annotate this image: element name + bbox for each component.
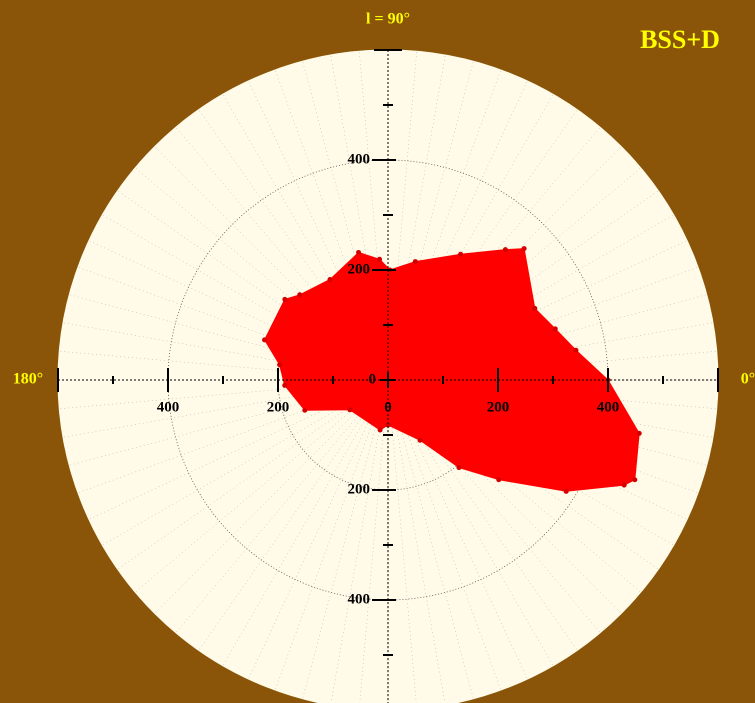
data-point: [302, 407, 308, 413]
radial-spoke: [330, 54, 389, 381]
data-point: [262, 337, 268, 343]
radial-spoke: [387, 379, 554, 666]
radial-spoke: [387, 379, 474, 699]
radial-spoke: [387, 61, 474, 381]
data-point: [458, 251, 464, 257]
angle-label: 180°: [13, 371, 43, 388]
data-point: [282, 382, 288, 388]
radial-spoke: [387, 379, 578, 651]
radial-spoke: [62, 379, 389, 438]
radial-spoke: [387, 109, 578, 381]
radial-spoke: [62, 322, 389, 381]
radial-spoke: [88, 379, 389, 520]
radial-spoke: [330, 379, 389, 703]
data-point: [621, 482, 627, 488]
radial-spoke: [387, 379, 446, 703]
radial-spoke: [387, 379, 641, 593]
data-point: [496, 477, 502, 483]
radial-spoke: [387, 379, 417, 703]
r-tick-label: 400: [348, 591, 371, 607]
data-point: [327, 276, 333, 282]
chart-title: BSS+D: [640, 25, 720, 54]
r-tick-label: 400: [348, 151, 371, 167]
data-point: [377, 427, 383, 433]
radial-spoke: [387, 379, 601, 633]
radial-spoke: [274, 379, 389, 691]
radial-spoke: [387, 379, 622, 614]
radial-spoke: [135, 167, 389, 381]
radial-spoke: [387, 54, 446, 381]
radial-spoke: [359, 379, 389, 703]
radial-spoke: [302, 379, 389, 699]
radial-spoke: [358, 51, 389, 381]
data-point: [282, 296, 288, 302]
radial-spoke: [69, 379, 389, 466]
r-tick-label: 200: [348, 261, 371, 277]
data-point: [297, 292, 303, 298]
radial-spoke: [222, 94, 389, 381]
radial-spoke: [222, 379, 389, 666]
radial-spoke: [59, 379, 389, 410]
radial-spoke: [117, 379, 389, 570]
radial-spoke: [77, 379, 389, 494]
radial-spoke: [387, 80, 528, 381]
radial-spoke: [102, 379, 389, 546]
data-point: [573, 347, 579, 353]
radial-spoke: [154, 146, 389, 381]
data-point: [521, 246, 527, 252]
data-point: [552, 326, 558, 332]
r-tick-label: 200: [267, 399, 290, 415]
data-point: [412, 259, 418, 265]
radial-spoke: [135, 379, 389, 593]
radial-spoke: [88, 240, 389, 381]
r-tick-label: 400: [597, 399, 620, 415]
radial-spoke: [387, 94, 554, 381]
radial-spoke: [302, 61, 389, 381]
data-point: [417, 437, 423, 443]
data-point: [385, 422, 391, 428]
r-tick-label: 0: [369, 371, 377, 387]
data-point: [347, 407, 353, 413]
angle-label: 0°: [741, 371, 755, 388]
data-point: [563, 488, 569, 494]
data-point: [377, 256, 383, 262]
r-tick-label: 400: [157, 399, 180, 415]
radial-spoke: [248, 80, 389, 381]
angle-label: l = 90°: [366, 11, 410, 28]
radial-spoke: [387, 379, 528, 680]
radial-spoke: [175, 127, 389, 381]
radial-spoke: [274, 69, 389, 381]
radial-spoke: [387, 51, 418, 381]
data-point: [356, 249, 362, 255]
data-point: [532, 305, 538, 311]
radial-spoke: [154, 379, 389, 614]
r-tick-label: 200: [348, 481, 371, 497]
data-point: [636, 430, 642, 436]
data-point: [502, 247, 508, 253]
radial-spoke: [175, 379, 389, 633]
data-point: [456, 465, 462, 471]
radial-spoke: [102, 214, 389, 381]
radial-spoke: [248, 379, 389, 680]
radial-spoke: [77, 266, 389, 381]
radial-spoke: [387, 379, 502, 691]
radial-spoke: [59, 350, 389, 381]
radial-spoke: [387, 240, 688, 381]
r-tick-label: 0: [384, 399, 392, 415]
data-point: [632, 477, 638, 483]
radial-spoke: [387, 69, 502, 381]
data-point: [277, 362, 283, 368]
radial-spoke: [198, 379, 389, 651]
r-tick-label: 200: [487, 399, 510, 415]
radial-spoke: [69, 294, 389, 381]
